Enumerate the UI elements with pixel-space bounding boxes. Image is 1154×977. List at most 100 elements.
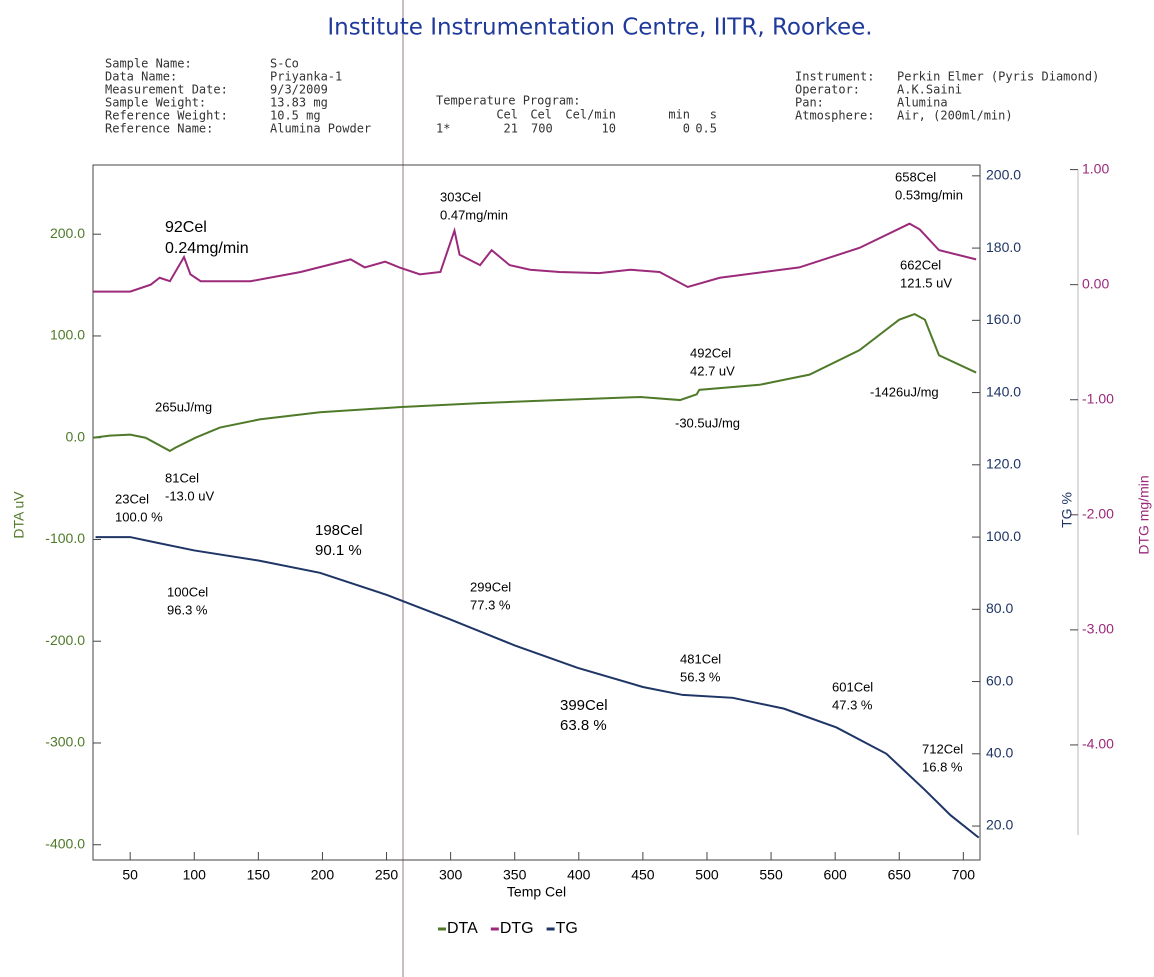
annotation: 0.24mg/min (165, 240, 249, 257)
annotation: 47.3 % (832, 697, 873, 712)
y2-tick-label: 20.0 (986, 817, 1013, 833)
x-tick-label: 600 (823, 867, 847, 883)
x-tick-label: 100 (183, 867, 207, 883)
program-col: min (668, 108, 690, 122)
annotation: 121.5 uV (900, 275, 952, 290)
y2-tick-label: 180.0 (986, 239, 1021, 255)
info-value: Air, (200ml/min) (897, 109, 1013, 123)
annotation: 0.47mg/min (440, 207, 508, 222)
info-value: 9/3/2009 (270, 83, 328, 97)
y3-tick-label: -1.00 (1082, 390, 1114, 406)
annotation: 81Cel (165, 470, 199, 485)
info-value: Perkin Elmer (Pyris Diamond) (897, 70, 1099, 84)
annotation: 712Cel (922, 741, 963, 756)
program-cell: 700 (531, 122, 553, 136)
y3-tick-label: 1.00 (1082, 160, 1109, 176)
annotation: 63.8 % (560, 717, 607, 734)
info-value: Priyanka-1 (270, 70, 342, 84)
data-line (92, 312, 977, 453)
y2-tick-label: 40.0 (986, 745, 1013, 761)
info-value: 13.83 mg (270, 96, 328, 110)
x-tick-label: 500 (695, 867, 719, 883)
annotation: 90.1 % (315, 542, 362, 559)
program-cell: 0.5 (695, 122, 717, 136)
program-cell: 0 (683, 122, 690, 136)
y2-tick-label: 140.0 (986, 383, 1021, 399)
data-line (93, 222, 977, 293)
annotation: 299Cel (470, 579, 511, 594)
info-value: S-Co (270, 57, 299, 71)
y2-tick-label: 120.0 (986, 456, 1021, 472)
y3-tick-label: -2.00 (1082, 506, 1114, 522)
annotation: 198Cel (315, 522, 363, 539)
program-col: Cel/min (565, 108, 616, 122)
y-tick-label: -100.0 (45, 530, 85, 546)
y-tick-label: 0.0 (66, 428, 86, 444)
annotation: 23Cel (115, 491, 149, 506)
plot-frame (92, 164, 981, 861)
annotation: 658Cel (895, 169, 936, 184)
x-tick-label: 400 (567, 867, 591, 883)
annotation: 662Cel (900, 257, 941, 272)
annotation: 100Cel (167, 584, 208, 599)
annotation: 77.3 % (470, 597, 511, 612)
info-value: Alumina (897, 96, 948, 110)
annotation: 399Cel (560, 697, 608, 714)
annotation: 0.53mg/min (895, 187, 963, 202)
y3-axis-label: DTG mg/min (1136, 475, 1152, 554)
annotation: -30.5uJ/mg (675, 415, 740, 430)
y3-tick-label: 0.00 (1082, 275, 1109, 291)
annotation: 56.3 % (680, 669, 721, 684)
annotation: 303Cel (440, 189, 481, 204)
y2-tick-label: 60.0 (986, 672, 1013, 688)
program-cell: 21 (504, 122, 518, 136)
x-tick-label: 200 (311, 867, 335, 883)
data-line (95, 536, 980, 839)
y2-tick-label: 160.0 (986, 311, 1021, 327)
x-tick-label: 550 (759, 867, 783, 883)
x-tick-label: 250 (375, 867, 399, 883)
y-tick-label: 100.0 (50, 327, 85, 343)
y-tick-label: 200.0 (50, 225, 85, 241)
x-tick-label: 450 (631, 867, 655, 883)
x-tick-label: 150 (247, 867, 271, 883)
legend-label: DTG (500, 920, 534, 937)
info-label: Instrument: (795, 70, 874, 84)
page-title: Institute Instrumentation Centre, IITR, … (327, 15, 872, 41)
x-tick-label: 300 (439, 867, 463, 883)
y2-axis-label: TG % (1059, 492, 1075, 528)
y-tick-label: -300.0 (45, 734, 85, 750)
y-axis-label: DTA uV (11, 491, 27, 539)
info-value: Alumina Powder (270, 122, 371, 136)
info-label: Reference Weight: (105, 109, 228, 123)
legend-label: TG (556, 920, 578, 937)
annotation: 42.7 uV (690, 363, 735, 378)
x-tick-label: 700 (952, 867, 976, 883)
legend-label: DTA (447, 920, 478, 937)
program-title: Temperature Program: (436, 94, 581, 108)
y2-tick-label: 80.0 (986, 600, 1013, 616)
annotation: 96.3 % (167, 602, 208, 617)
info-value: 10.5 mg (270, 109, 321, 123)
program-col: s (710, 108, 717, 122)
program-cell: 10 (602, 122, 616, 136)
info-value: A.K.Saini (897, 83, 962, 97)
info-label: Pan: (795, 96, 824, 110)
annotation: 92Cel (165, 219, 207, 236)
program-cell: 1* (436, 122, 450, 136)
annotation: 100.0 % (115, 509, 163, 524)
info-label: Data Name: (105, 70, 177, 84)
x-tick-label: 350 (503, 867, 527, 883)
annotation: -13.0 uV (165, 488, 214, 503)
y3-tick-label: -3.00 (1082, 621, 1114, 637)
y2-tick-label: 200.0 (986, 167, 1021, 183)
info-label: Sample Weight: (105, 96, 206, 110)
program-col: Cel (530, 108, 552, 122)
x-tick-label: 50 (122, 867, 138, 883)
annotation: 265uJ/mg (155, 399, 212, 414)
annotation: 16.8 % (922, 759, 963, 774)
y3-tick-label: -4.00 (1082, 736, 1114, 752)
annotation: -1426uJ/mg (870, 384, 939, 399)
y-tick-label: -200.0 (45, 632, 85, 648)
